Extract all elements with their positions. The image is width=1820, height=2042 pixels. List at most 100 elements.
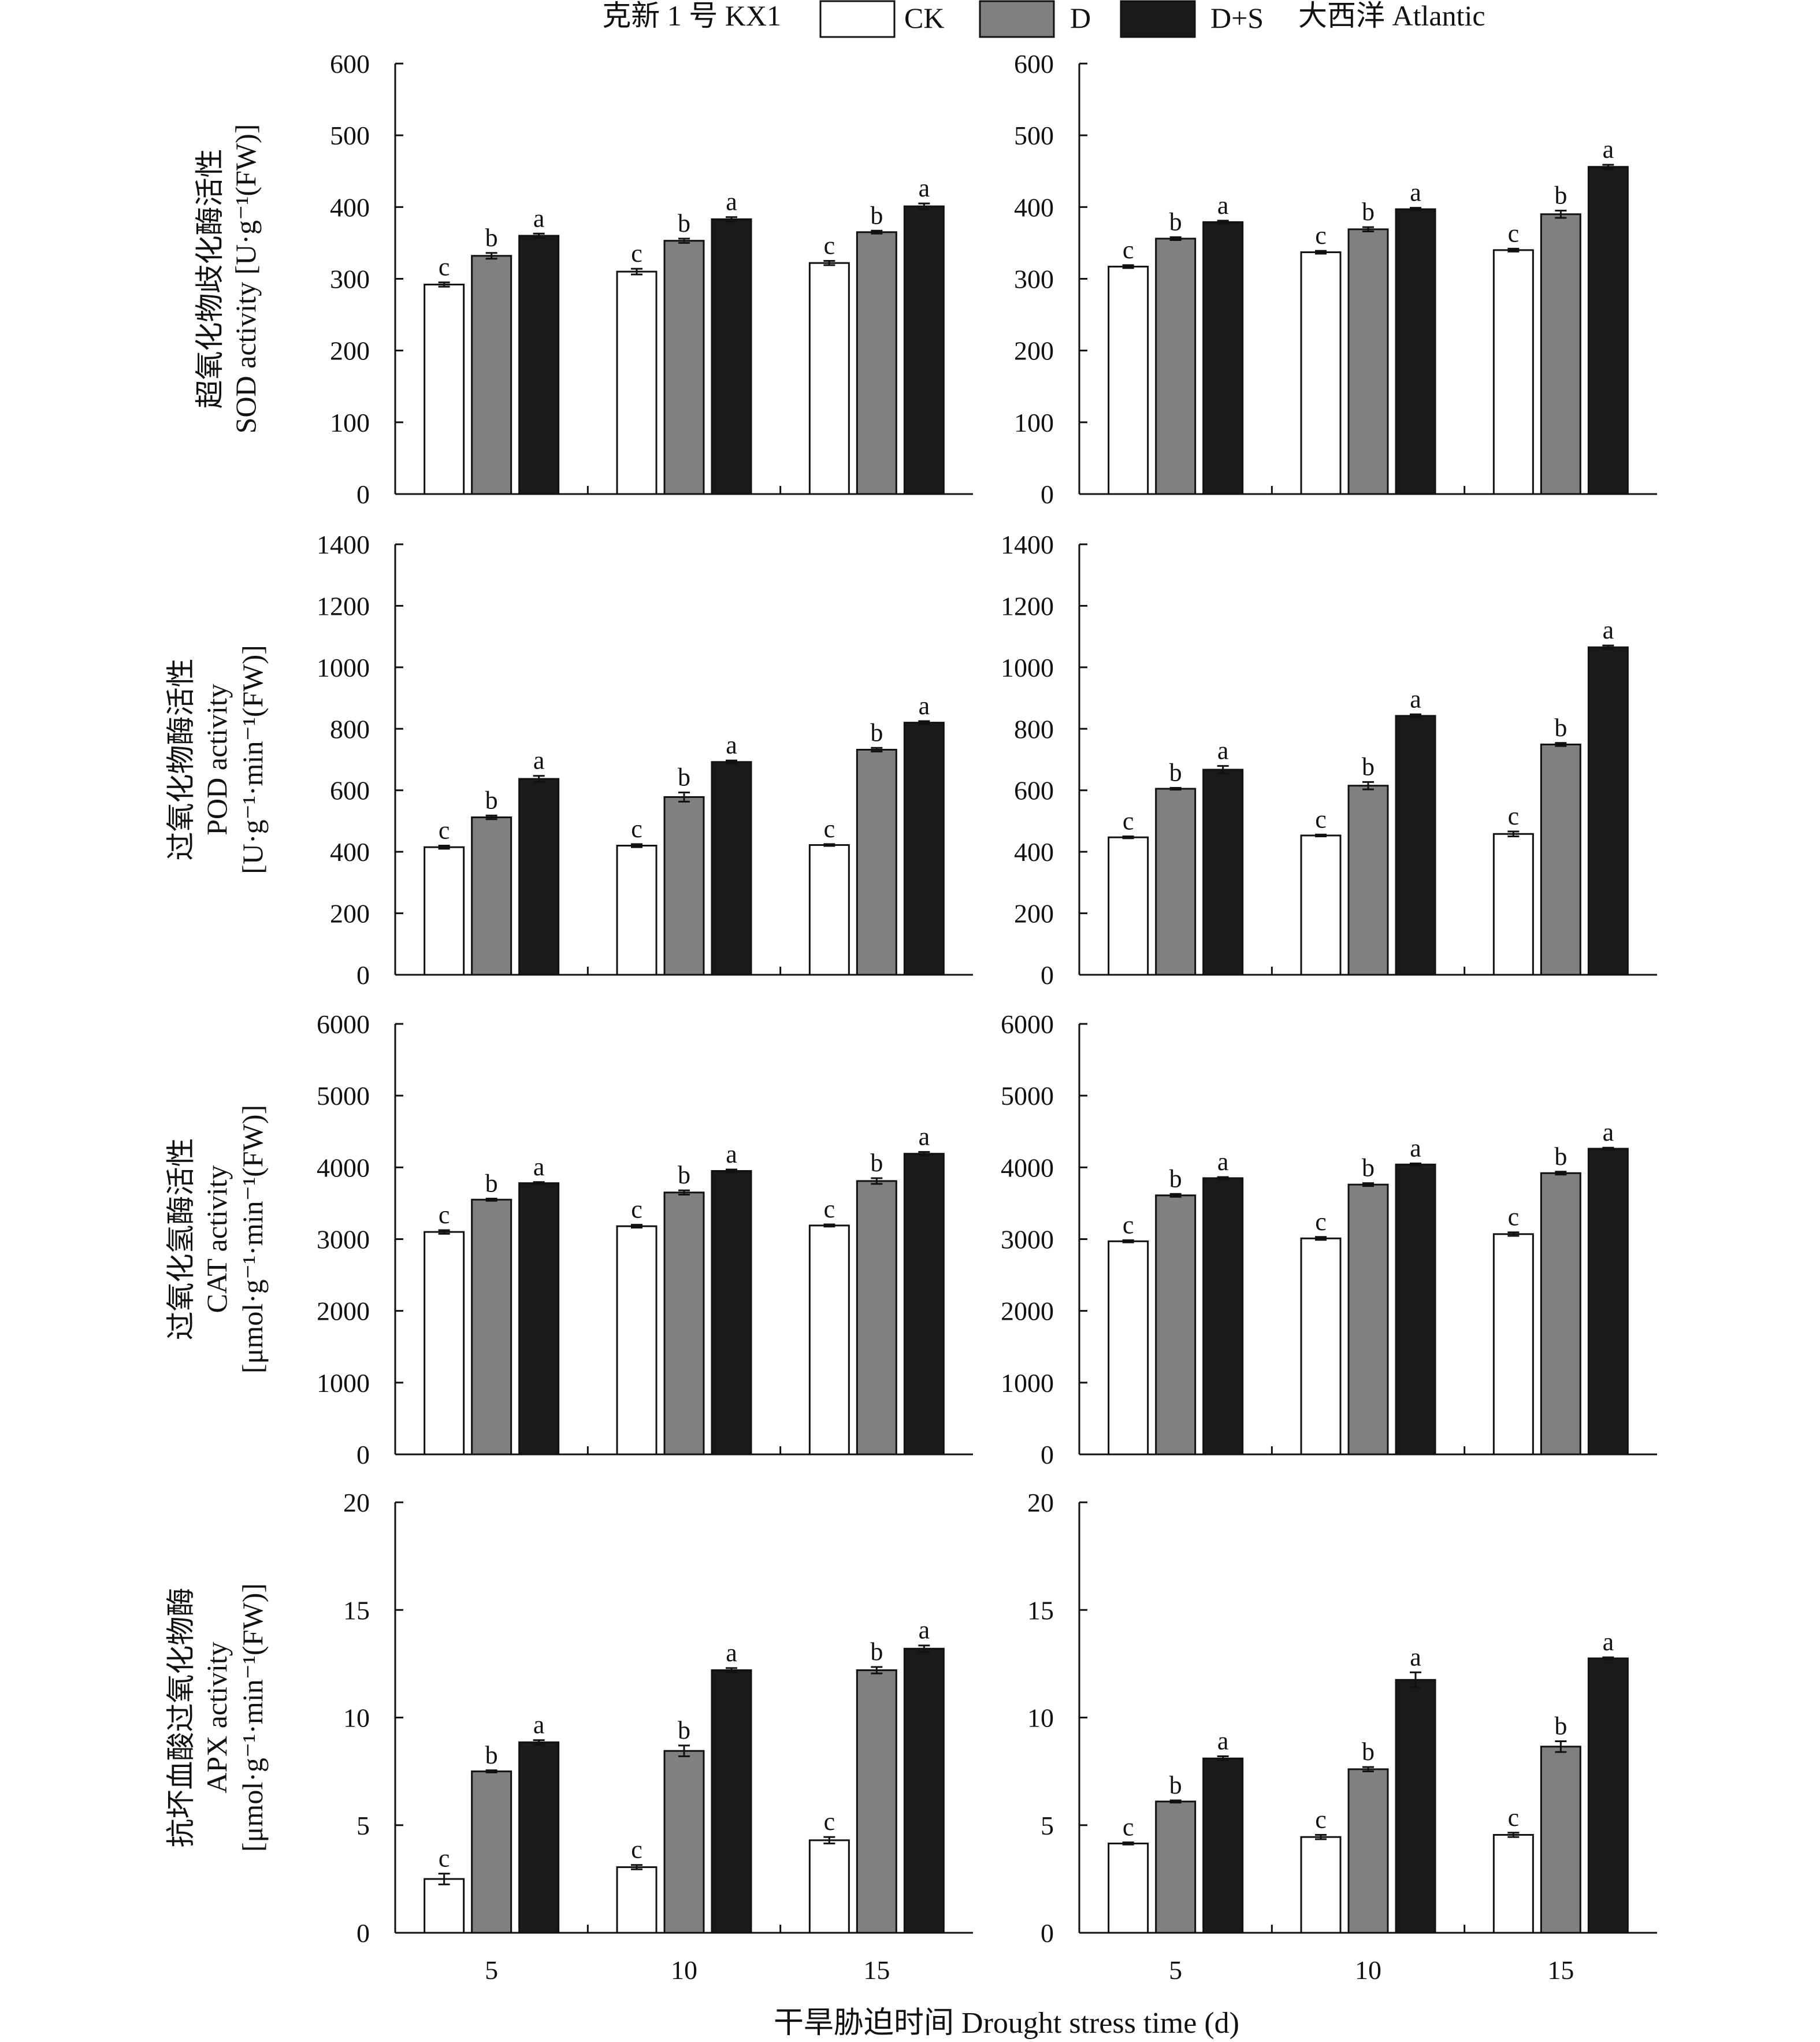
significance-letter: c [1315,1208,1327,1236]
significance-letter: c [439,1201,450,1229]
y-tick-label: 5 [1041,1811,1054,1840]
y-tick-label: 5000 [1001,1081,1054,1111]
y-tick-label: 500 [330,121,370,150]
y-tick-label: 3000 [1001,1225,1054,1254]
significance-letter: b [678,763,690,791]
significance-letter: b [678,1716,690,1744]
bar-ck-day-5 [424,283,465,495]
significance-letter: c [1508,1803,1520,1832]
x-axis-title: 干旱胁迫时间 Drought stress time (d) [774,2007,1239,2040]
bar-ds-day-10 [1395,208,1436,495]
bar-ck-day-15 [1492,249,1534,495]
panel-sod-atlantic: 0 100 200 300 400 500 600 c b a c b a c b a [1014,49,1657,509]
legend-label-ds: D+S [1210,2,1264,34]
legend-swatch-ck [819,0,896,38]
y-tick-label: 200 [330,336,370,366]
significance-letter: b [1554,1142,1567,1171]
significance-letter: a [1217,1148,1229,1176]
y-tick-label: 100 [1014,408,1054,437]
significance-letter: b [1169,1164,1182,1193]
significance-letter: c [631,1196,642,1224]
y-tick-label: 800 [1014,714,1054,744]
bar-ds-day-15 [1587,166,1629,495]
y-tick-label: 15 [343,1595,370,1625]
y-tick-label: 2000 [317,1297,370,1326]
y-axis-title-line: 过氧化物酶活性 [165,659,197,861]
significance-letter: c [1123,236,1134,264]
y-tick-label: 1000 [1001,1368,1054,1398]
bar-ck-day-5 [1108,1240,1149,1456]
bar-ck-day-10 [616,1866,658,1934]
significance-letter: a [1410,685,1421,713]
x-tick-label: 5 [485,1955,498,1985]
bar-d-day-15 [856,1669,897,1934]
y-tick-label: 600 [330,49,370,79]
significance-letter: c [631,1836,642,1864]
bar-ds-day-5 [518,235,560,495]
panel-pod-kx1: 0 200 400 600 800 1000 1200 1400 c b a c b a c b a 过氧化物酶活… [165,530,973,990]
bar-ck-day-5 [424,1878,465,1934]
y-tick-label: 0 [356,1918,370,1948]
bar-d-day-15 [1540,213,1581,495]
significance-letter: a [1217,737,1229,765]
significance-letter: b [1554,714,1567,742]
bar-ck-day-15 [808,1839,850,1934]
bar-ds-day-10 [1395,715,1436,976]
bar-ck-day-10 [1300,1237,1342,1456]
bar-ck-day-10 [616,845,658,976]
legend-label-d: D [1070,2,1091,34]
significance-letter: a [1603,616,1614,644]
y-tick-label: 300 [330,265,370,294]
y-tick-label: 10 [343,1703,370,1733]
significance-letter: b [485,786,498,814]
significance-letter: b [1362,1737,1375,1766]
y-tick-label: 10 [1027,1703,1054,1733]
y-tick-label: 1200 [1001,591,1054,621]
bar-d-day-5 [471,816,512,976]
bar-ck-day-10 [1300,251,1342,495]
legend: 克新 1 号 KX1 CK D D+S 大西洋 Atlantic [602,0,1485,38]
bar-d-day-10 [663,1750,705,1934]
x-tick-label: 10 [671,1955,697,1985]
legend-label-ck: CK [904,2,944,34]
y-tick-label: 400 [330,837,370,867]
bar-d-day-10 [1347,1768,1389,1934]
significance-letter: a [533,1711,545,1739]
y-tick-label: 20 [1027,1488,1054,1517]
significance-letter: c [1123,1813,1134,1841]
significance-letter: b [870,718,883,747]
bar-ck-day-10 [1300,834,1342,976]
y-axis-title-line: [μmol·g⁻¹·min⁻¹(FW)] [236,1105,269,1373]
bar-ck-day-5 [1108,265,1149,495]
significance-letter: c [1508,802,1520,830]
significance-letter: c [824,815,835,843]
significance-letter: a [919,174,930,202]
y-tick-label: 0 [356,960,370,990]
panel-sod-kx1: 0 100 200 300 400 500 600 c b a c b a c b a 超氧化物歧化酶活性 SOD… [194,49,973,509]
significance-letter: a [1410,179,1421,207]
bar-ds-day-5 [518,1182,560,1456]
significance-letter: b [1554,1711,1567,1740]
significance-letter: c [439,816,450,845]
y-axis-title-line: CAT activity [200,1165,233,1313]
y-tick-label: 400 [1014,192,1054,222]
significance-letter: a [1217,191,1229,220]
y-axis-title-line: APX activity [200,1642,233,1793]
significance-letter: a [1603,1118,1614,1146]
significance-letter: b [1362,198,1375,226]
y-tick-label: 500 [1014,121,1054,150]
panel-apx-kx1: 0 5 10 15 20 c b a 5 c b a 10 c b a 15 抗坏血酸过氧化物酶 APX activ… [165,1488,973,1985]
y-axis-title-line: 超氧化物歧化酶活性 [194,149,226,409]
significance-letter: b [485,1169,498,1197]
y-tick-label: 400 [1014,837,1054,867]
y-tick-label: 1200 [317,591,370,621]
panel-cat-kx1: 0 1000 2000 3000 4000 5000 6000 c b a c b a c b a 过氧化氢酶活… [165,1009,973,1469]
y-axis-title-line: POD activity [200,684,233,835]
bar-ds-day-10 [711,218,752,495]
significance-letter: c [1123,1211,1134,1239]
y-tick-label: 6000 [317,1009,370,1039]
bar-d-day-10 [663,796,705,976]
bar-ds-day-15 [1587,1148,1629,1456]
